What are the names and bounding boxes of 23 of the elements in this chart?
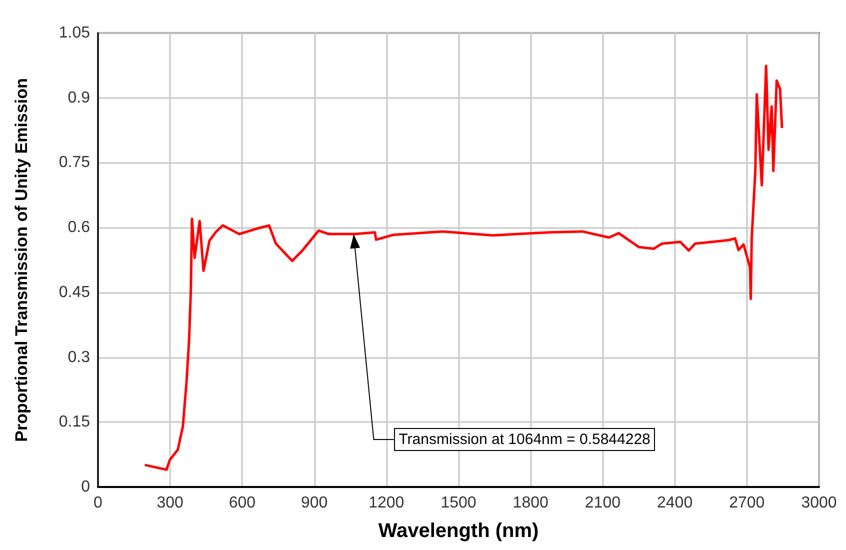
x-tick-label: 300 <box>156 494 184 512</box>
x-tick-label: 900 <box>300 494 328 512</box>
x-tick-label: 3000 <box>801 494 837 512</box>
line-series <box>144 64 784 471</box>
y-tick-label: 0.6 <box>68 219 90 236</box>
x-tick-label: 1500 <box>440 494 476 512</box>
x-tick-label: 2400 <box>657 494 693 512</box>
y-axis-title: Proportional Transmission of Unity Emission <box>12 78 31 442</box>
y-tick-label: 1.05 <box>58 24 90 42</box>
x-tick-label: 1800 <box>512 494 548 512</box>
x-tick-label: 1200 <box>368 494 404 512</box>
x-tick-label: 0 <box>94 494 103 512</box>
x-tick-label: 2700 <box>729 494 765 512</box>
y-tick-label: 0.3 <box>68 348 90 366</box>
x-axis-title: Wavelength (nm) <box>378 520 539 542</box>
annotation: Transmission at 1064nm = 0.5844228 <box>394 428 656 451</box>
x-tick-label: 600 <box>228 494 256 512</box>
y-tick-label: 0.9 <box>68 89 90 106</box>
y-tick-label: 0.45 <box>58 284 90 301</box>
y-tick-label: 0.75 <box>58 154 90 172</box>
y-tick-label: 0 <box>81 478 90 496</box>
x-tick-label: 2100 <box>584 494 621 512</box>
y-tick-label: 0.15 <box>58 414 90 431</box>
